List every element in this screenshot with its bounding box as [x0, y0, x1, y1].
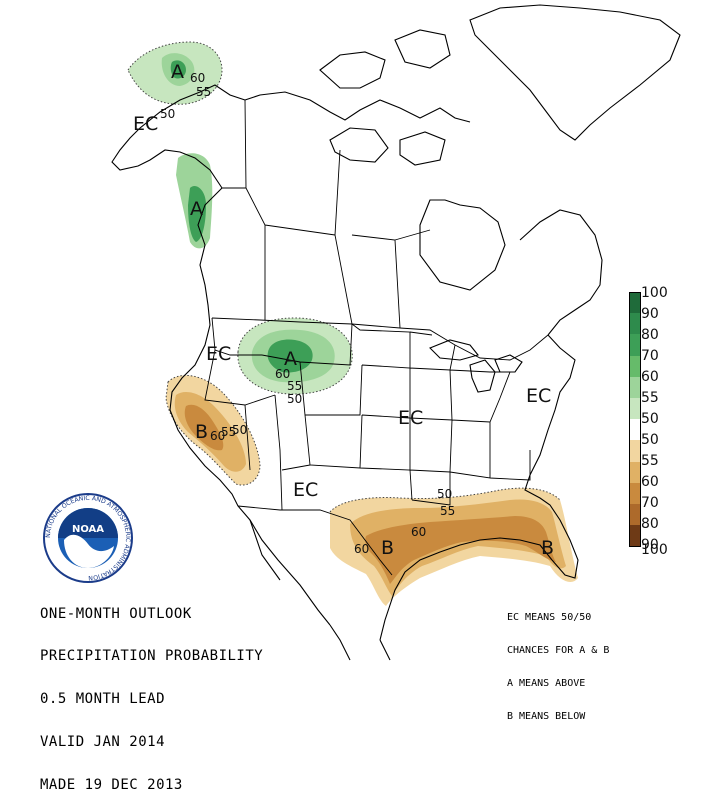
pacific-nw-above-label: A: [190, 198, 203, 220]
legend-swatch-ec: [629, 419, 641, 441]
legend-tick-below-70: 70: [641, 495, 659, 511]
california-below-dark: [184, 404, 224, 451]
legend-tick-above-70: 70: [641, 348, 659, 364]
key-line-4: B MEANS BELOW: [507, 711, 586, 722]
legend-swatch-below-60: [629, 461, 641, 483]
hudson-bay-coast: [419, 199, 506, 291]
alaska-coast: [111, 84, 246, 189]
precipitation-outlook-map: A 60 55 50 EC A EC A 60 55 50 B 55 60 50…: [111, 4, 681, 661]
legend-swatch-above-90: [629, 313, 641, 335]
ec-label-east: EC: [526, 385, 551, 407]
legend-tick-above-90: 90: [641, 306, 659, 322]
atlantic-coast: [524, 334, 579, 579]
alaska-contour-label-60: 60: [190, 71, 205, 85]
rockies-contour-label-50: 50: [287, 392, 302, 406]
us-mexico-border: [237, 505, 393, 576]
ec-label-central: EC: [398, 407, 423, 429]
info-line-variable: PRECIPITATION PROBABILITY: [40, 648, 264, 665]
legend-swatch-above-70: [629, 355, 641, 377]
legend-tick-above-50: 50: [641, 411, 659, 427]
legend-tick-bottom-100: 100: [641, 542, 668, 558]
legend-tick-above-100: 100: [641, 285, 668, 301]
info-line-made: MADE 19 DEC 2013: [40, 777, 183, 794]
legend-tick-above-60: 60: [641, 369, 659, 385]
alaska-contour-label-55: 55: [196, 85, 211, 99]
ec-label-alaska: EC: [133, 113, 158, 135]
alaska-canada-border: [222, 99, 247, 189]
legend-tick-below-80: 80: [641, 516, 659, 532]
info-line-valid: VALID JAN 2014: [40, 734, 166, 751]
gulf-contour-label-60a: 60: [411, 525, 426, 539]
alaska-contour-50: [127, 41, 223, 105]
california-contour-50: [165, 374, 261, 486]
northern-rockies-above-label: A: [284, 348, 297, 370]
legend-swatch-below-90: [629, 525, 641, 548]
mexico-outline: [249, 519, 391, 661]
ec-label-west: EC: [206, 343, 231, 365]
arctic-islands: [319, 29, 451, 166]
legend-swatch-above-100: [629, 292, 641, 315]
legend-tick-below-55: 55: [641, 453, 659, 469]
info-line-outlook: ONE-MONTH OUTLOOK: [40, 605, 192, 622]
gulf-contour-label-50: 50: [437, 487, 452, 501]
alaska-contour-label-50: 50: [160, 107, 175, 121]
legend-tick-below-60: 60: [641, 474, 659, 490]
province-lines: [245, 149, 431, 329]
california-below-label: B: [195, 421, 208, 443]
outlook-info: ONE-MONTH OUTLOOK PRECIPITATION PROBABIL…: [40, 578, 263, 807]
labrador-coast: [519, 209, 603, 336]
noaa-logo-text: NOAA: [72, 524, 104, 535]
gulf-contour-label-55: 55: [440, 504, 455, 518]
legend-tick-above-55: 55: [641, 390, 659, 406]
gulf-below-dark: [365, 516, 556, 584]
rockies-contour-label-55: 55: [287, 379, 302, 393]
rockies-contour-label-60: 60: [275, 367, 290, 381]
gulf-below-label-texas: B: [381, 537, 394, 559]
legend-tick-below-90: 90: [641, 537, 659, 553]
key-line-2: CHANCES FOR A & B: [507, 645, 610, 656]
legend-swatch-above-60: [629, 376, 641, 398]
gulf-contour-label-60b: 60: [354, 542, 369, 556]
pacific-coast: [169, 187, 331, 626]
state-lines: [204, 317, 531, 511]
greenland-coast: [469, 4, 681, 141]
california-contour-label-50: 50: [232, 423, 247, 437]
legend-swatch-above-55: [629, 398, 641, 420]
gulf-below-label-florida: B: [541, 537, 554, 559]
legend-swatch-above-80: [629, 334, 641, 356]
ec-key: EC MEANS 50/50 CHANCES FOR A & B A MEANS…: [507, 590, 609, 733]
california-contour-label-60: 60: [210, 429, 225, 443]
info-line-lead: 0.5 MONTH LEAD: [40, 691, 166, 708]
key-line-3: A MEANS ABOVE: [507, 678, 586, 689]
gulf-coast: [379, 537, 553, 641]
legend-swatch-below-70: [629, 482, 641, 504]
arctic-coast: [244, 91, 471, 123]
great-lakes: [429, 339, 523, 393]
california-contour-label-55: 55: [221, 425, 236, 439]
alaska-above-label: A: [171, 61, 184, 83]
legend-swatch-below-80: [629, 504, 641, 526]
legend-swatch-below-55: [629, 440, 641, 462]
key-line-1: EC MEANS 50/50: [507, 612, 592, 623]
gulf-contour-50: [329, 487, 561, 513]
legend-tick-above-80: 80: [641, 327, 659, 343]
us-canada-border: [211, 317, 549, 361]
northern-rockies-above-dark: [267, 339, 313, 373]
pacific-nw-above-core: [188, 185, 206, 242]
alaska-above-dark: [170, 60, 186, 79]
probability-legend: 100 90 80 70 60 55 50 50 55 60 70 80 90 …: [629, 286, 719, 556]
noaa-logo: NATIONAL OCEANIC AND ATMOSPHERIC ADMINIS…: [43, 493, 133, 583]
legend-tick-below-50: 50: [641, 432, 659, 448]
ec-label-southwest: EC: [293, 479, 318, 501]
